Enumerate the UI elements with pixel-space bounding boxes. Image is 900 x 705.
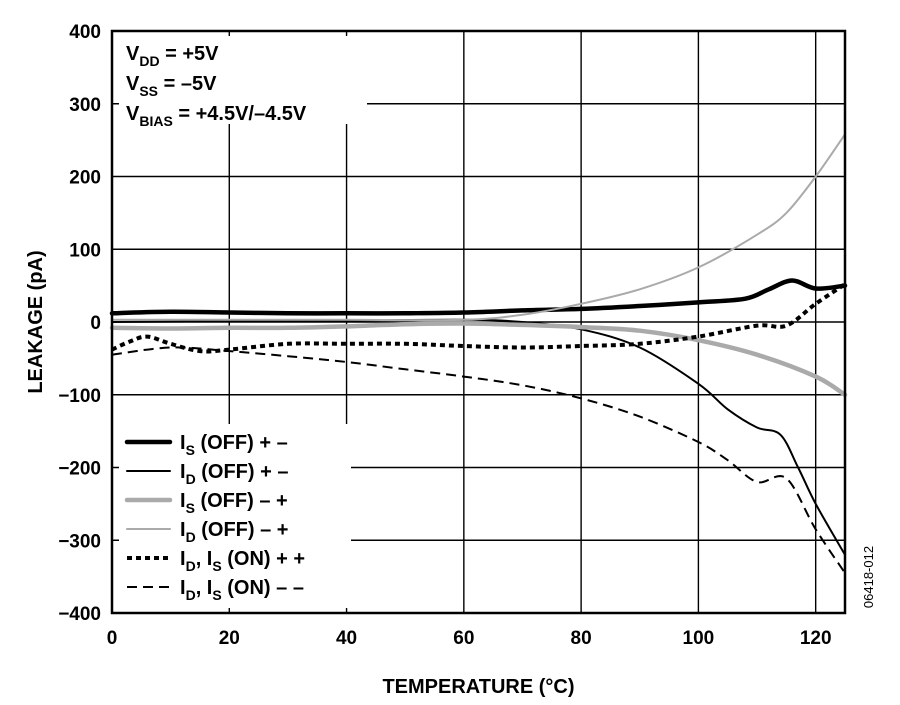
y-tick-label: 0: [90, 313, 101, 334]
annotation-line: VSS = –5V: [126, 73, 217, 99]
y-tick-label: 400: [69, 22, 101, 43]
y-tick-label: 200: [69, 168, 101, 189]
legend-background: [119, 424, 351, 608]
y-tick-label: −300: [58, 531, 101, 552]
series-line-4: [111, 133, 846, 322]
y-tick-label: −100: [58, 386, 101, 407]
figure-id: 06418-012: [861, 546, 876, 608]
annotation-line: VDD = +5V: [126, 43, 219, 69]
legend: IS (OFF) + – ID (OFF) + – IS (OFF) – + ID (…: [119, 424, 351, 608]
legend-label: IS (OFF) + –: [180, 432, 288, 458]
y-tick-labels: 400 300 200 100 0 −100 −200 −300 −400: [58, 22, 101, 625]
x-tick-label: 100: [683, 628, 715, 649]
x-tick-label: 0: [107, 628, 118, 649]
x-axis-title: TEMPERATURE (°C): [382, 676, 574, 698]
legend-label: IS (OFF) – +: [180, 490, 288, 516]
series-layer: [109, 133, 848, 574]
x-tick-label: 120: [800, 628, 832, 649]
series-line-3: [109, 321, 848, 398]
series-line-6: [111, 346, 846, 574]
legend-label: ID (OFF) + –: [180, 461, 288, 487]
plot-frame: [110, 29, 847, 615]
x-tick-label: 20: [219, 628, 240, 649]
legend-label: ID (OFF) – +: [180, 519, 288, 545]
annotation-block: VDD = +5V VSS = –5V VBIAS = +4.5V/–4.5V: [119, 36, 367, 129]
legend-label: ID, IS (ON) – –: [180, 577, 304, 603]
x-tick-label: 60: [453, 628, 474, 649]
x-tick-label: 80: [571, 628, 592, 649]
series-line-5: [111, 282, 847, 354]
y-tick-label: 100: [69, 240, 101, 261]
y-tick-label: −200: [58, 459, 101, 480]
legend-label: ID, IS (ON) + +: [180, 548, 305, 574]
annotation-line: VBIAS = +4.5V/–4.5V: [126, 103, 307, 129]
y-tick-label: 300: [69, 95, 101, 116]
x-tick-labels: 0 20 40 60 80 100 120: [107, 628, 832, 649]
y-tick-label: −400: [58, 604, 101, 625]
annotation-background: [119, 36, 367, 124]
y-axis-title: LEAKAGE (pA): [25, 250, 47, 393]
x-tick-label: 40: [336, 628, 357, 649]
